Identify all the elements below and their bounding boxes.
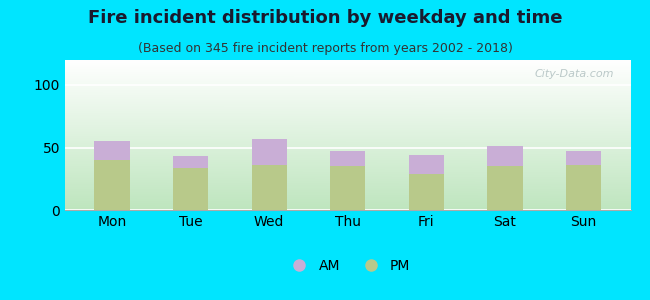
Bar (487, 166, 523, 210)
Bar (173, 167, 209, 210)
Bar (330, 151, 365, 166)
Legend: AM, PM: AM, PM (280, 253, 416, 278)
Text: City-Data.com: City-Data.com (534, 69, 614, 79)
Bar (566, 151, 601, 165)
Bar (409, 174, 444, 210)
Bar (252, 139, 287, 165)
Bar (173, 156, 209, 167)
Text: (Based on 345 fire incident reports from years 2002 - 2018): (Based on 345 fire incident reports from… (138, 42, 512, 55)
Bar (330, 166, 365, 210)
Bar (94, 141, 130, 160)
Bar (252, 165, 287, 210)
Bar (409, 155, 444, 174)
Bar (94, 160, 130, 210)
Bar (487, 146, 523, 166)
Bar (566, 165, 601, 210)
Text: Fire incident distribution by weekday and time: Fire incident distribution by weekday an… (88, 9, 562, 27)
